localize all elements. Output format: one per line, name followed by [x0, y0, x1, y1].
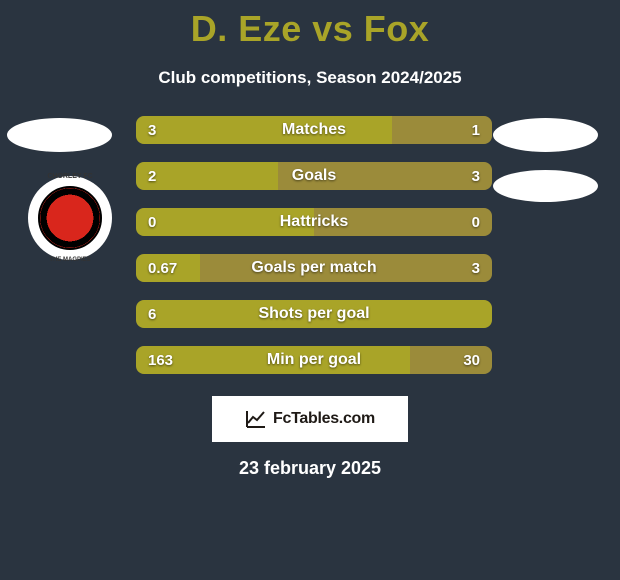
- comparison-chart: CHORLEY FC THE MAGPIES Matches31 Goals23 H…: [0, 116, 620, 392]
- bar-row: Matches31: [136, 116, 492, 144]
- bar-seg-left: [136, 300, 492, 328]
- bar-seg-right: [278, 162, 492, 190]
- bar-seg-left: [136, 162, 278, 190]
- bar-seg-right: [410, 346, 492, 374]
- club-badge-top-text: CHORLEY FC: [28, 173, 112, 180]
- club-badge-bottom-text: THE MAGPIES: [28, 257, 112, 263]
- subtitle: Club competitions, Season 2024/2025: [0, 68, 620, 88]
- page-title: D. Eze vs Fox: [0, 0, 620, 50]
- bar-row: Goals23: [136, 162, 492, 190]
- branding-badge: FcTables.com: [212, 396, 408, 442]
- club-badge-icon: [38, 186, 102, 250]
- bar-seg-right: [200, 254, 492, 282]
- player-right-placeholder-1: [493, 118, 598, 152]
- branding-text: FcTables.com: [273, 410, 375, 428]
- player-right-placeholder-2: [493, 170, 598, 202]
- bar-row: Min per goal16330: [136, 346, 492, 374]
- bar-seg-right: [392, 116, 492, 144]
- bar-seg-left: [136, 116, 392, 144]
- bar-seg-right: [314, 208, 492, 236]
- bar-row: Goals per match0.673: [136, 254, 492, 282]
- chart-line-icon: [245, 409, 267, 429]
- bar-row: Shots per goal6: [136, 300, 492, 328]
- bar-seg-left: [136, 346, 410, 374]
- date-label: 23 february 2025: [0, 458, 620, 479]
- bar-row: Hattricks00: [136, 208, 492, 236]
- player-left-placeholder: [7, 118, 112, 152]
- bar-seg-left: [136, 208, 314, 236]
- bar-seg-left: [136, 254, 200, 282]
- bars-container: Matches31 Goals23 Hattricks00 Goals per mat…: [136, 116, 492, 392]
- club-badge: CHORLEY FC THE MAGPIES: [28, 176, 112, 260]
